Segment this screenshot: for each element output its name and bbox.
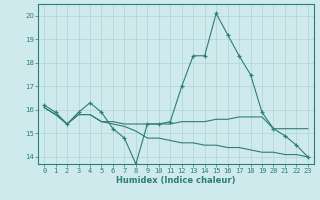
X-axis label: Humidex (Indice chaleur): Humidex (Indice chaleur): [116, 176, 236, 185]
